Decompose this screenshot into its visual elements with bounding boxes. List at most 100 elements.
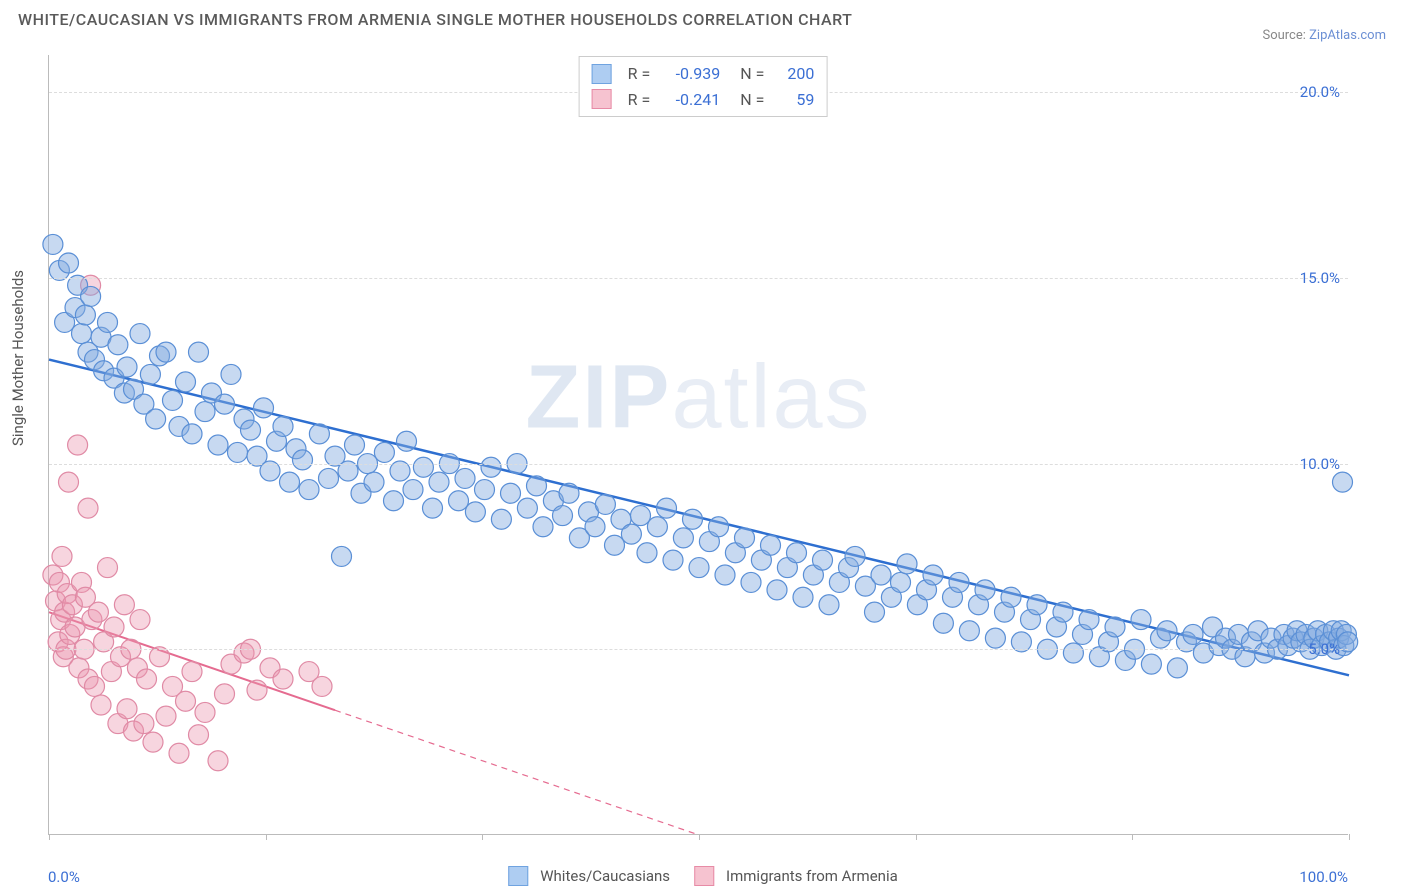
series-blue-point xyxy=(254,398,274,418)
series-blue-point xyxy=(481,457,501,477)
stats-r-label: R = xyxy=(628,61,651,87)
series-blue-point xyxy=(475,480,495,500)
series-blue-point xyxy=(228,442,248,462)
series-blue-point xyxy=(491,509,511,529)
series-blue-point xyxy=(140,364,160,384)
series-pink-point xyxy=(68,435,88,455)
series-blue-point xyxy=(429,472,449,492)
series-blue-point xyxy=(108,335,128,355)
series-blue-point xyxy=(332,546,352,566)
series-blue-point xyxy=(176,372,196,392)
legend-label: Whites/Caucasians xyxy=(540,867,670,885)
legend-item: Immigrants from Armenia xyxy=(694,866,898,886)
stats-r-value: -0.241 xyxy=(660,87,720,113)
series-blue-point xyxy=(949,572,969,592)
series-blue-point xyxy=(1141,654,1161,674)
series-blue-point xyxy=(813,550,833,570)
series-blue-point xyxy=(423,498,443,518)
series-blue-point xyxy=(1027,595,1047,615)
y-tick-label: 10.0% xyxy=(1300,455,1340,473)
series-blue-point xyxy=(985,628,1005,648)
series-pink-point xyxy=(104,617,124,637)
x-tick xyxy=(1349,834,1350,840)
x-tick xyxy=(49,834,50,840)
series-blue-point xyxy=(845,546,865,566)
series-blue-point xyxy=(709,517,729,537)
series-blue-point xyxy=(865,602,885,622)
series-blue-point xyxy=(59,253,79,273)
stats-r-value: -0.939 xyxy=(660,61,720,87)
series-blue-point xyxy=(208,435,228,455)
series-blue-point xyxy=(631,506,651,526)
series-pink-point xyxy=(143,732,163,752)
series-pink-point xyxy=(156,706,176,726)
series-blue-point xyxy=(715,565,735,585)
stats-box: R =-0.939N =200R =-0.241N =59 xyxy=(579,56,828,117)
series-blue-point xyxy=(663,550,683,570)
series-blue-point xyxy=(299,480,319,500)
series-blue-point xyxy=(182,424,202,444)
stats-n-label: N = xyxy=(740,87,764,113)
series-blue-point xyxy=(75,305,95,325)
x-tick xyxy=(482,834,483,840)
series-blue-point xyxy=(501,483,521,503)
series-blue-point xyxy=(689,558,709,578)
series-pink-point xyxy=(91,695,111,715)
series-blue-point xyxy=(585,517,605,537)
series-blue-point xyxy=(761,535,781,555)
series-blue-point xyxy=(195,402,215,422)
series-pink-trend-dashed xyxy=(335,710,699,835)
series-blue-point xyxy=(959,621,979,641)
series-blue-point xyxy=(374,442,394,462)
series-blue-point xyxy=(923,565,943,585)
series-pink-point xyxy=(114,595,134,615)
x-tick-label-max: 100.0% xyxy=(1299,868,1348,886)
stats-r-label: R = xyxy=(628,87,651,113)
stats-n-label: N = xyxy=(740,61,764,87)
series-blue-point xyxy=(527,476,547,496)
stats-row: R =-0.939N =200 xyxy=(592,61,815,87)
series-blue-point xyxy=(637,543,657,563)
series-blue-point xyxy=(319,468,339,488)
series-blue-point xyxy=(309,424,329,444)
series-blue-point xyxy=(517,498,537,518)
series-blue-point xyxy=(559,483,579,503)
series-blue-point xyxy=(975,580,995,600)
series-blue-point xyxy=(553,506,573,526)
series-pink-point xyxy=(215,684,235,704)
series-blue-point xyxy=(72,324,92,344)
series-pink-point xyxy=(117,699,137,719)
series-pink-point xyxy=(176,691,196,711)
stats-swatch xyxy=(592,64,612,84)
series-pink-point xyxy=(169,743,189,763)
series-blue-point xyxy=(891,572,911,592)
series-blue-point xyxy=(595,494,615,514)
y-tick-label: 20.0% xyxy=(1300,83,1340,101)
x-tick xyxy=(699,834,700,840)
series-blue-point xyxy=(465,502,485,522)
series-blue-point xyxy=(384,491,404,511)
series-blue-point xyxy=(657,498,677,518)
series-blue-point xyxy=(280,472,300,492)
series-blue-point xyxy=(397,431,417,451)
series-blue-point xyxy=(1105,617,1125,637)
series-blue-point xyxy=(647,517,667,537)
series-pink-point xyxy=(85,676,105,696)
series-pink-point xyxy=(78,498,98,518)
series-pink-point xyxy=(52,546,72,566)
series-blue-point xyxy=(221,364,241,384)
series-blue-point xyxy=(933,613,953,633)
series-pink-point xyxy=(134,714,154,734)
source-link[interactable]: ZipAtlas.com xyxy=(1309,28,1386,43)
series-blue-point xyxy=(293,450,313,470)
series-blue-point xyxy=(1167,658,1187,678)
series-blue-point xyxy=(673,528,693,548)
series-blue-point xyxy=(364,472,384,492)
series-blue-point xyxy=(403,480,423,500)
series-blue-point xyxy=(1053,602,1073,622)
legend-label: Immigrants from Armenia xyxy=(726,867,898,885)
stats-swatch xyxy=(592,89,612,109)
series-blue-point xyxy=(273,416,293,436)
series-blue-point xyxy=(1131,610,1151,630)
series-pink-point xyxy=(98,558,118,578)
